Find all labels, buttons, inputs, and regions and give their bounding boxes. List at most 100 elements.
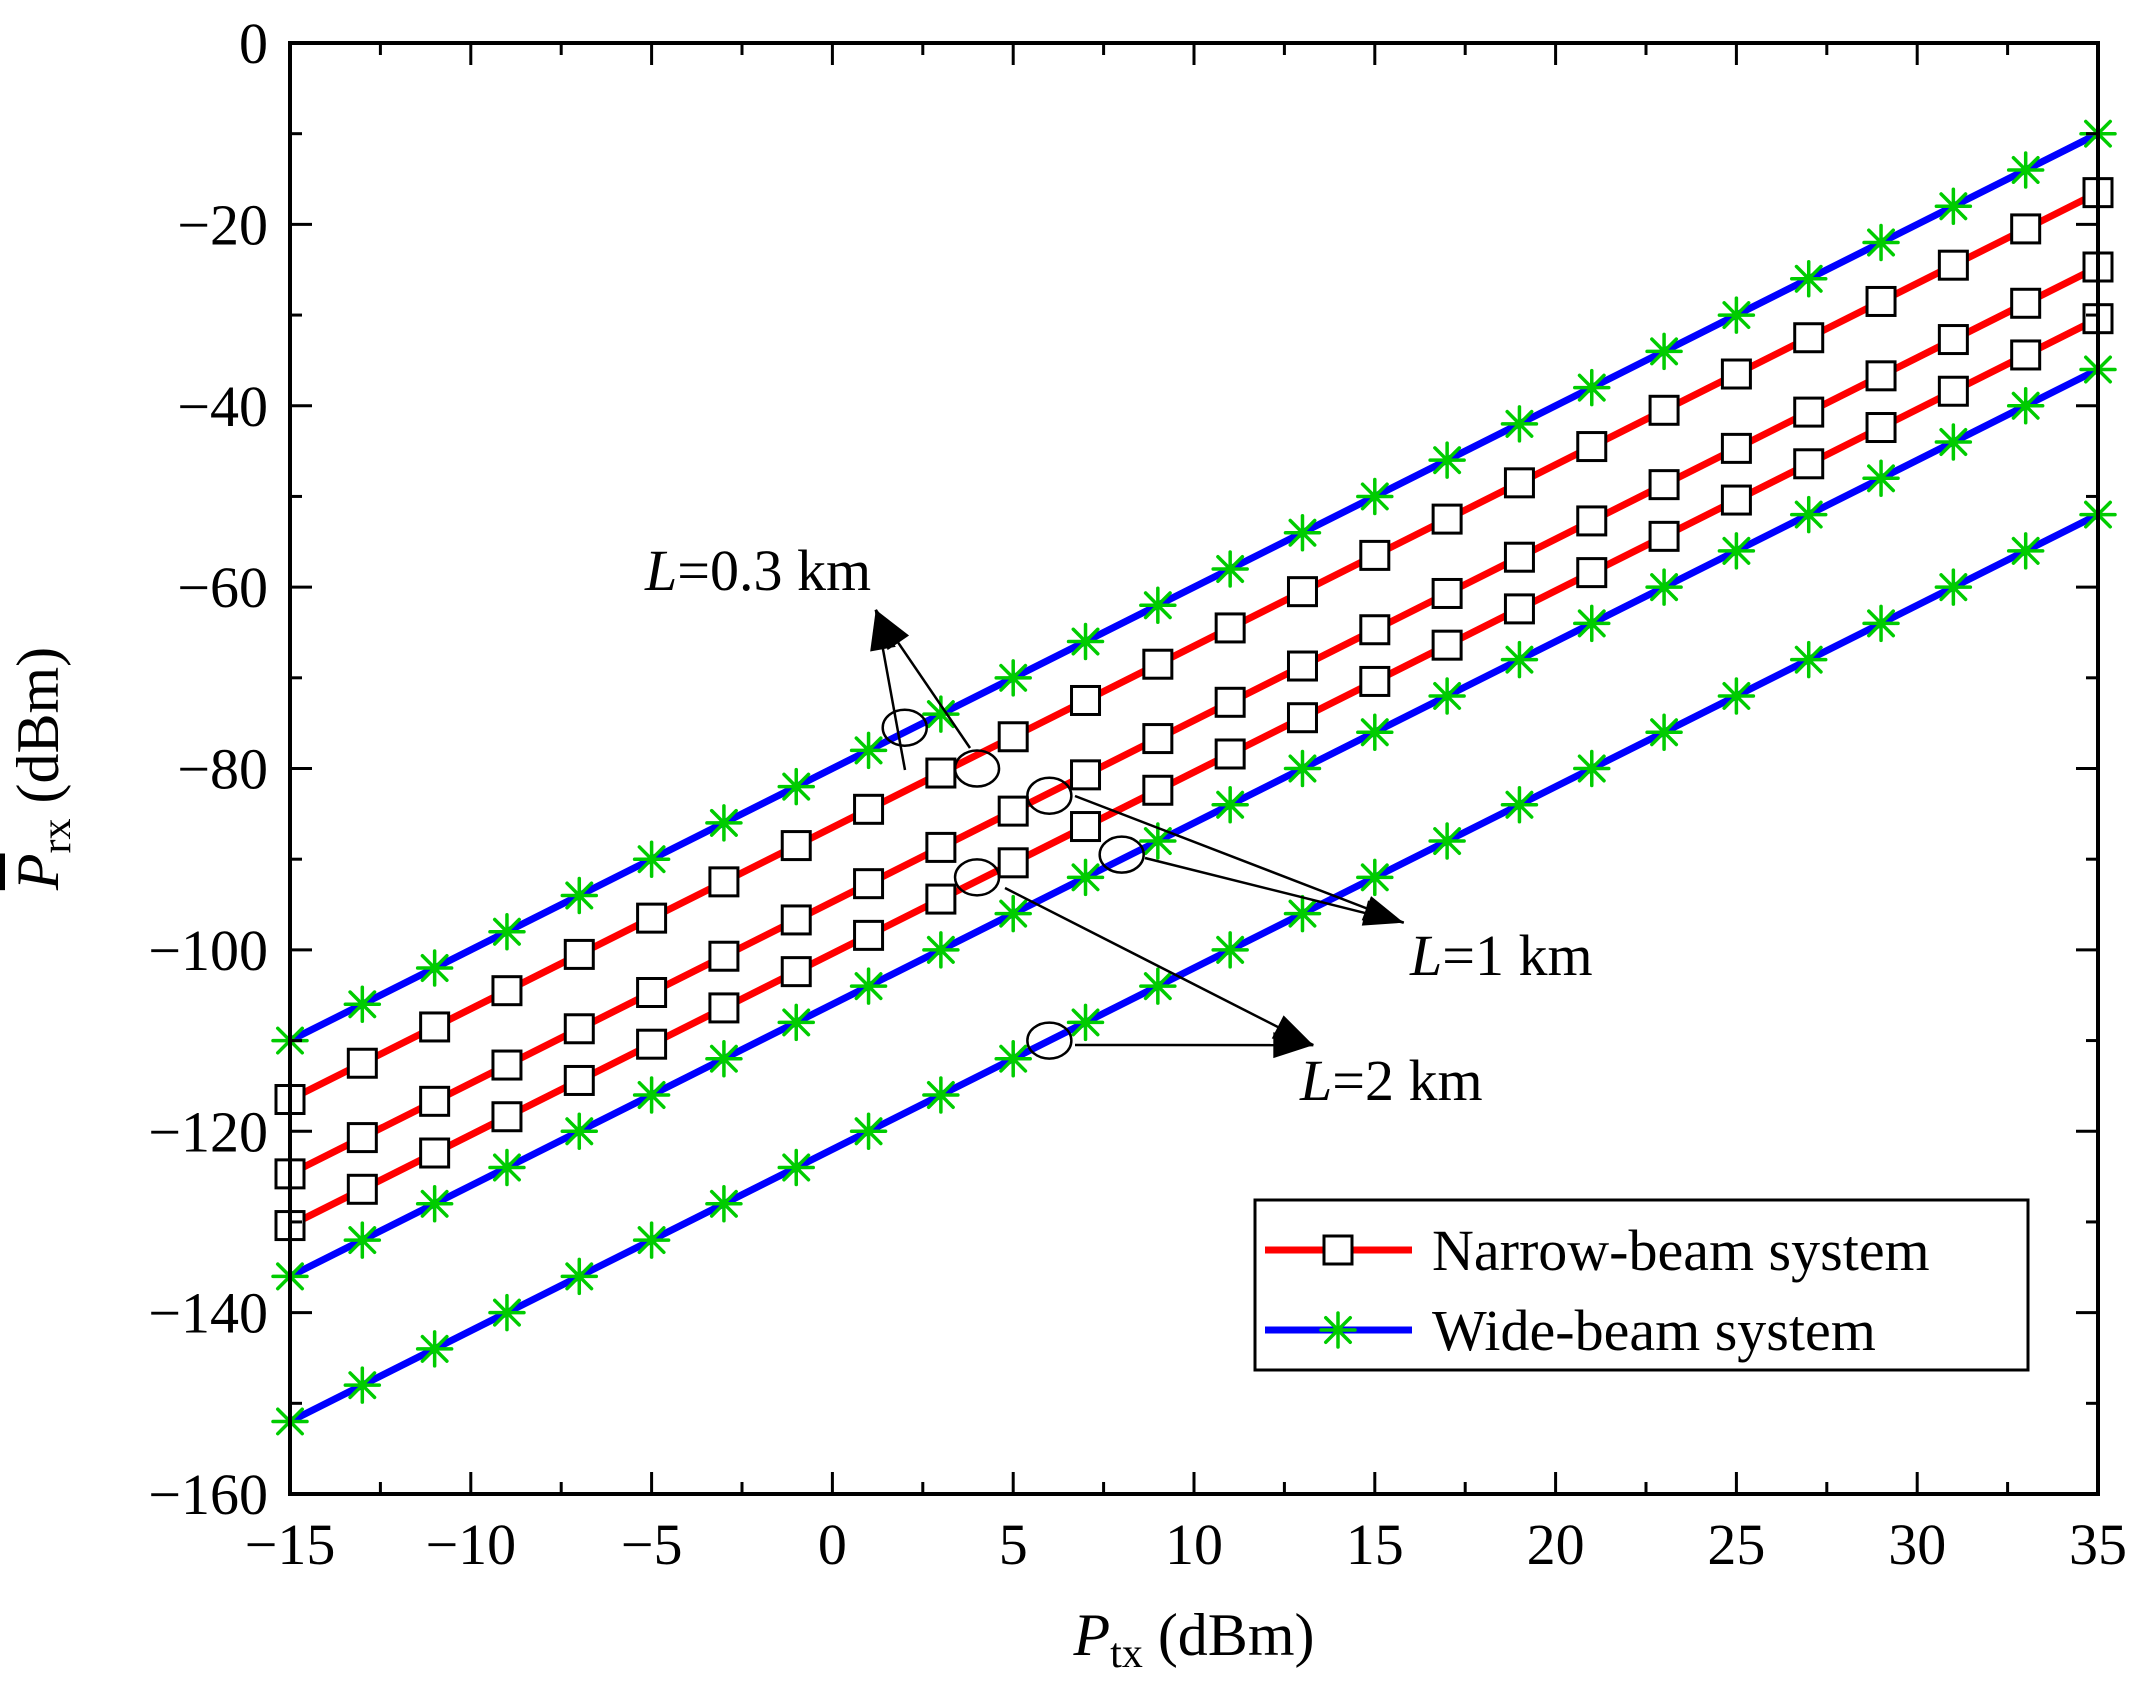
square-marker bbox=[346, 1173, 378, 1205]
square-marker bbox=[997, 721, 1029, 753]
square-marker bbox=[708, 992, 740, 1024]
square-marker bbox=[1937, 375, 1969, 407]
square-marker bbox=[708, 940, 740, 972]
asterisk-marker bbox=[922, 1076, 960, 1114]
annotation-arrow-line bbox=[1004, 886, 1314, 1047]
square-marker bbox=[1865, 412, 1897, 444]
annotation-ellipse bbox=[1026, 776, 1073, 815]
square-marker bbox=[563, 1013, 595, 1045]
series-line-2 bbox=[288, 315, 2100, 1229]
series-markers-3 bbox=[271, 114, 2117, 1060]
asterisk-marker bbox=[1356, 477, 1394, 516]
asterisk-marker bbox=[1645, 332, 1683, 371]
asterisk-marker bbox=[1283, 894, 1322, 933]
annotation-label: L=2 km bbox=[1299, 1048, 1483, 1113]
asterisk-marker bbox=[2006, 532, 2045, 570]
square-marker bbox=[563, 938, 595, 970]
annotation-arrowhead bbox=[1361, 900, 1404, 926]
square-marker bbox=[1937, 249, 1969, 281]
asterisk-marker bbox=[1428, 441, 1466, 479]
series-markers-0 bbox=[274, 177, 2114, 1116]
square-marker bbox=[780, 956, 812, 988]
asterisk-marker bbox=[849, 1112, 888, 1150]
asterisk-marker bbox=[1356, 713, 1394, 751]
asterisk-marker bbox=[415, 1185, 454, 1223]
y-tick-label: −160 bbox=[148, 1462, 268, 1527]
square-marker bbox=[925, 831, 957, 863]
asterisk-marker bbox=[1789, 495, 1828, 534]
asterisk-marker bbox=[1862, 604, 1900, 643]
asterisk-marker bbox=[1211, 786, 1249, 824]
annotation-0: L=0.3 km bbox=[644, 538, 1001, 788]
asterisk-marker bbox=[415, 949, 454, 987]
annotation-arrowhead bbox=[1273, 1032, 1314, 1059]
y-tick-label: −100 bbox=[148, 918, 268, 983]
annotation-arrow-line bbox=[1074, 794, 1405, 924]
asterisk-marker bbox=[1934, 187, 1973, 225]
square-marker bbox=[1214, 612, 1246, 644]
annotation-ellipse bbox=[881, 708, 928, 747]
annotation-ellipse bbox=[1098, 835, 1145, 874]
x-tick-label: 10 bbox=[1165, 1512, 1223, 1577]
asterisk-marker bbox=[1717, 532, 1756, 570]
square-marker bbox=[1214, 686, 1246, 718]
square-marker bbox=[1286, 576, 1318, 608]
asterisk-marker bbox=[1139, 822, 1177, 860]
asterisk-marker bbox=[922, 695, 960, 733]
square-marker bbox=[1359, 665, 1391, 697]
square-marker bbox=[1720, 358, 1752, 390]
annotation-label: L=0.3 km bbox=[644, 538, 871, 603]
square-marker bbox=[1648, 520, 1680, 552]
asterisk-marker bbox=[1211, 931, 1249, 969]
x-tick-label: 35 bbox=[2069, 1512, 2127, 1577]
asterisk-marker bbox=[560, 1257, 599, 1296]
square-marker bbox=[1070, 684, 1102, 716]
asterisk-marker bbox=[1066, 622, 1105, 661]
asterisk-marker bbox=[632, 840, 671, 878]
asterisk-marker bbox=[1139, 586, 1177, 625]
square-marker bbox=[925, 757, 957, 789]
square-marker bbox=[1070, 759, 1102, 791]
square-marker bbox=[1142, 648, 1174, 680]
asterisk-marker bbox=[343, 1366, 382, 1404]
square-marker bbox=[491, 975, 523, 1007]
legend-label: Narrow-beam system bbox=[1432, 1218, 1930, 1283]
asterisk-marker bbox=[415, 1330, 454, 1368]
y-axis-title: Prx (dBm) bbox=[5, 647, 80, 891]
square-marker bbox=[1793, 448, 1825, 480]
square-marker bbox=[2010, 339, 2042, 371]
square-marker bbox=[997, 847, 1029, 879]
square-marker bbox=[1142, 774, 1174, 806]
square-marker bbox=[636, 1028, 668, 1060]
series-markers-5 bbox=[271, 495, 2117, 1441]
asterisk-marker bbox=[1428, 677, 1466, 715]
asterisk-marker bbox=[2006, 387, 2045, 425]
square-marker bbox=[853, 919, 885, 951]
asterisk-marker bbox=[1789, 260, 1828, 298]
asterisk-marker bbox=[632, 1076, 671, 1114]
square-marker bbox=[1322, 1234, 1354, 1266]
annotation-1: L=1 km bbox=[1026, 776, 1593, 988]
asterisk-marker bbox=[1645, 568, 1683, 606]
y-tick-label: −80 bbox=[177, 737, 268, 802]
asterisk-marker bbox=[1645, 713, 1683, 751]
square-marker bbox=[925, 883, 957, 915]
legend-label: Wide-beam system bbox=[1432, 1298, 1876, 1363]
square-marker bbox=[1576, 431, 1608, 463]
annotation-label: L=1 km bbox=[1409, 923, 1593, 988]
square-marker bbox=[419, 1011, 451, 1043]
asterisk-marker bbox=[488, 1148, 526, 1187]
asterisk-marker bbox=[560, 1112, 599, 1150]
square-marker bbox=[1648, 469, 1680, 501]
asterisk-marker bbox=[343, 985, 382, 1024]
square-marker bbox=[1720, 484, 1752, 516]
asterisk-marker bbox=[560, 876, 599, 915]
square-marker bbox=[780, 904, 812, 936]
y-tick-label: −40 bbox=[177, 374, 268, 439]
asterisk-marker bbox=[1283, 749, 1322, 788]
square-marker bbox=[1720, 432, 1752, 464]
square-marker bbox=[1431, 577, 1463, 609]
asterisk-marker bbox=[1934, 568, 1973, 606]
x-axis-title: Ptx (dBm) bbox=[1073, 1602, 1315, 1677]
square-marker bbox=[491, 1101, 523, 1133]
